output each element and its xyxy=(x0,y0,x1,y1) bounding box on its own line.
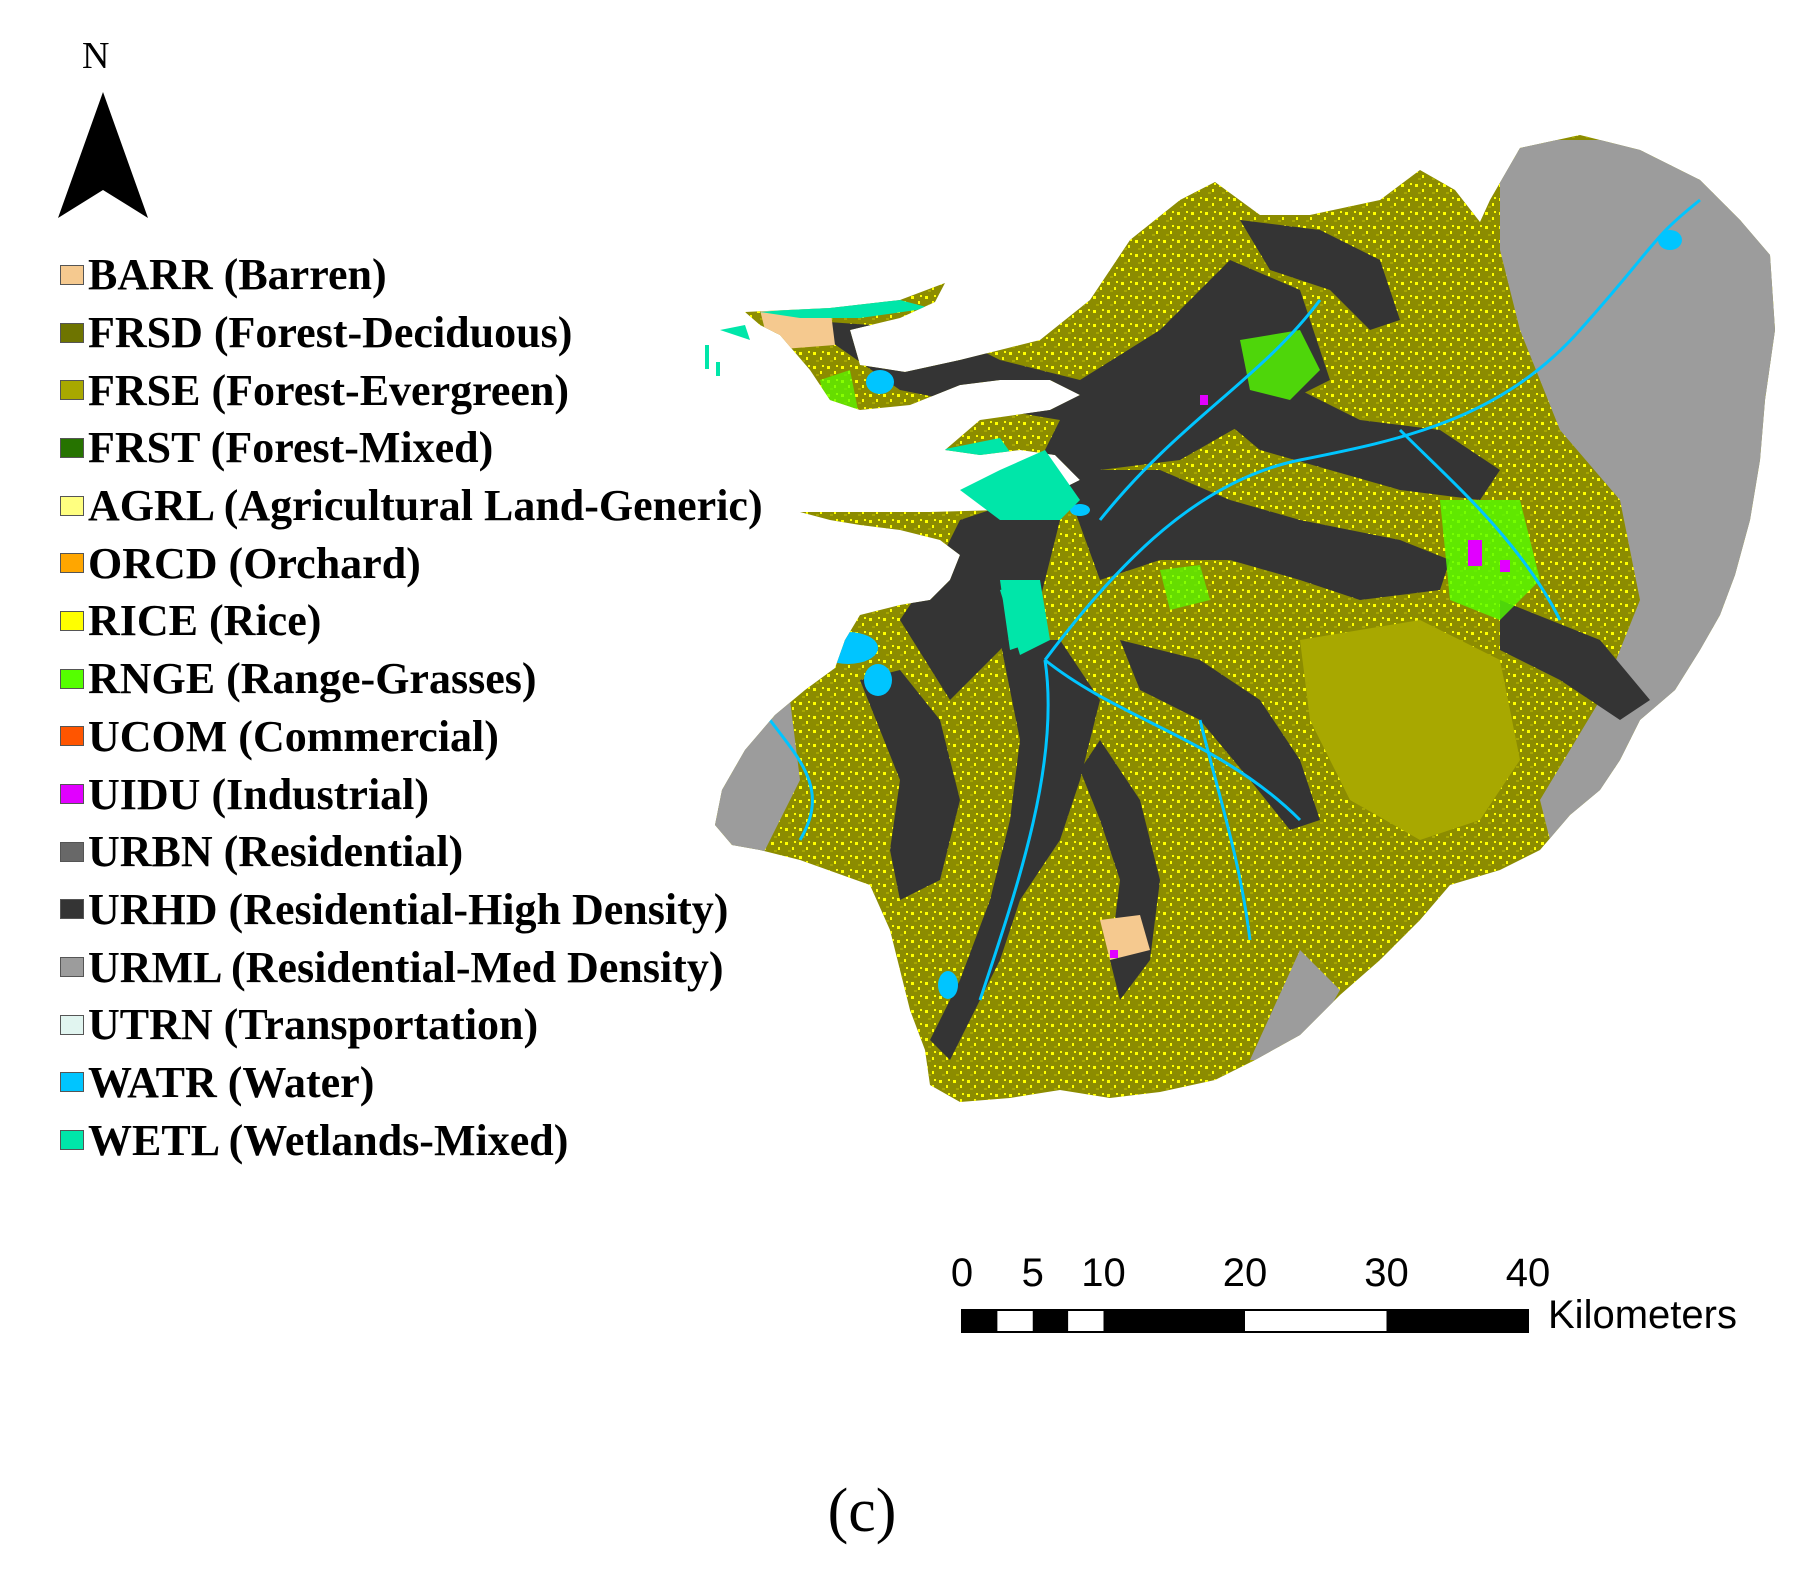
legend-swatch-urhd xyxy=(60,899,84,920)
legend-item-utrn: UTRN (Transportation) xyxy=(60,996,763,1054)
legend-item-ucom: UCOM (Commercial) xyxy=(60,708,763,766)
legend-item-uidu: UIDU (Industrial) xyxy=(60,765,763,823)
legend-item-urbn: URBN (Residential) xyxy=(60,823,763,881)
legend-label: RICE (Rice) xyxy=(88,596,322,646)
legend-swatch-watr xyxy=(60,1072,84,1093)
legend-item-urhd: URHD (Residential-High Density) xyxy=(60,881,763,939)
scale-bar-segment xyxy=(1032,1310,1069,1332)
north-arrow-icon xyxy=(58,92,148,218)
legend-label: URHD (Residential-High Density) xyxy=(88,884,729,934)
scale-tick-label: 10 xyxy=(1081,1251,1126,1295)
scale-tick-label: 40 xyxy=(1506,1251,1551,1295)
legend-swatch-frst xyxy=(60,437,84,458)
legend-label: BARR (Barren) xyxy=(88,250,387,300)
scale-tick-label: 5 xyxy=(1022,1251,1044,1295)
scale-bar-segment xyxy=(1103,1310,1245,1332)
legend-item-frsd: FRSD (Forest-Deciduous) xyxy=(60,304,763,362)
legend-label: ORCD (Orchard) xyxy=(88,538,421,588)
legend-label: UIDU (Industrial) xyxy=(88,769,430,819)
legend-item-rnge: RNGE (Range-Grasses) xyxy=(60,650,763,708)
legend-label: URML (Residential-Med Density) xyxy=(88,942,724,992)
legend-label: UCOM (Commercial) xyxy=(88,711,499,761)
scale-bar-segment xyxy=(962,1310,998,1332)
legend-item-orcd: ORCD (Orchard) xyxy=(60,534,763,592)
legend-item-agrl: AGRL (Agricultural Land-Generic) xyxy=(60,477,763,535)
legend-swatch-frsd xyxy=(60,322,84,343)
scale-bar-segment xyxy=(1386,1310,1528,1332)
legend-item-frse: FRSE (Forest-Evergreen) xyxy=(60,361,763,419)
legend-swatch-orcd xyxy=(60,553,84,574)
legend-item-barr: BARR (Barren) xyxy=(60,246,763,304)
legend-label: FRSE (Forest-Evergreen) xyxy=(88,365,570,415)
legend-item-rice: RICE (Rice) xyxy=(60,592,763,650)
legend-item-frst: FRST (Forest-Mixed) xyxy=(60,419,763,477)
legend-label: FRSD (Forest-Deciduous) xyxy=(88,308,573,358)
legend-label: URBN (Residential) xyxy=(88,827,464,877)
legend-label: WATR (Water) xyxy=(88,1057,375,1107)
legend-swatch-barr xyxy=(60,264,84,285)
legend-item-urml: URML (Residential-Med Density) xyxy=(60,938,763,996)
legend-swatch-uidu xyxy=(60,784,84,805)
legend-label: RNGE (Range-Grasses) xyxy=(88,654,537,704)
legend: BARR (Barren) FRSD (Forest-Deciduous) FRSE… xyxy=(60,246,763,1169)
scale-tick-label: 30 xyxy=(1364,1251,1409,1295)
north-label: N xyxy=(82,35,110,77)
legend-swatch-urbn xyxy=(60,841,84,862)
legend-swatch-wetl xyxy=(60,1130,84,1151)
scale-tick-label: 0 xyxy=(951,1251,973,1295)
legend-label: WETL (Wetlands-Mixed) xyxy=(88,1115,569,1165)
legend-swatch-utrn xyxy=(60,1014,84,1035)
scale-tick-label: 20 xyxy=(1223,1251,1268,1295)
legend-swatch-urml xyxy=(60,957,84,978)
legend-item-wetl: WETL (Wetlands-Mixed) xyxy=(60,1111,763,1169)
legend-label: UTRN (Transportation) xyxy=(88,1000,539,1050)
legend-label: FRST (Forest-Mixed) xyxy=(88,423,494,473)
legend-swatch-agrl xyxy=(60,495,84,516)
legend-swatch-rice xyxy=(60,610,84,631)
legend-swatch-rnge xyxy=(60,668,84,689)
legend-swatch-ucom xyxy=(60,726,84,747)
panel-label: (c) xyxy=(827,1477,897,1545)
scale-unit-label: Kilometers xyxy=(1548,1293,1737,1337)
legend-label: AGRL (Agricultural Land-Generic) xyxy=(88,481,763,531)
legend-swatch-frse xyxy=(60,380,84,401)
legend-item-watr: WATR (Water) xyxy=(60,1054,763,1112)
